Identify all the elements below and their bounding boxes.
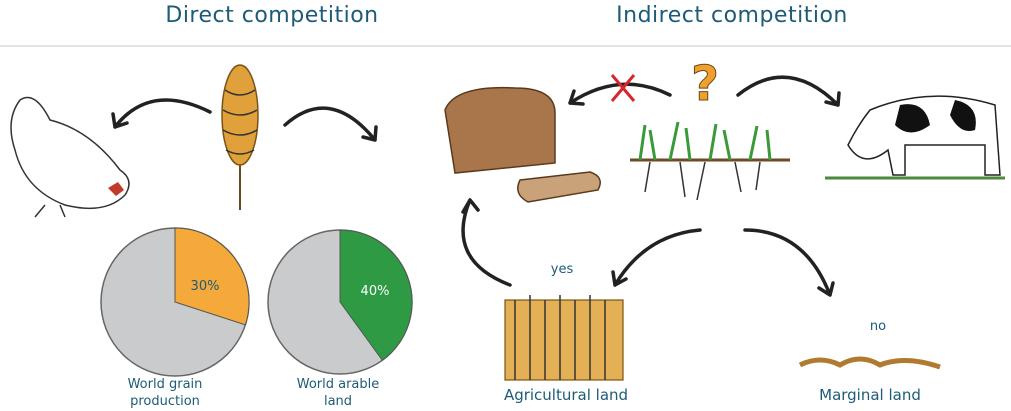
answer: yes — [551, 262, 574, 277]
arrow — [745, 230, 833, 295]
grass — [630, 122, 790, 200]
right-title: Indirect competition — [616, 3, 848, 28]
arrow — [285, 108, 376, 140]
cross — [612, 75, 634, 101]
share-label: 30% — [191, 279, 220, 294]
wheat-field — [505, 295, 623, 380]
wheat — [222, 65, 258, 210]
caption: World arable — [297, 377, 380, 392]
arrow — [738, 77, 839, 105]
globes — [101, 228, 412, 376]
infographic: Direct competition Indirect competition … — [0, 0, 1011, 411]
arrow — [463, 200, 510, 285]
marginal-land — [800, 359, 940, 367]
share-label: 40% — [361, 284, 390, 299]
branch-label: Marginal land — [819, 386, 921, 404]
arrow — [570, 84, 670, 104]
chicken — [11, 98, 129, 218]
answer: no — [870, 319, 886, 334]
cow — [825, 96, 1005, 178]
arrow — [113, 100, 210, 127]
branch-label: Agricultural land — [504, 386, 628, 404]
question-mark: ? — [691, 56, 719, 112]
arrow — [613, 230, 700, 285]
caption: production — [130, 394, 200, 409]
caption: land — [324, 394, 352, 409]
caption: World grain — [128, 377, 203, 392]
left-title: Direct competition — [165, 3, 378, 28]
